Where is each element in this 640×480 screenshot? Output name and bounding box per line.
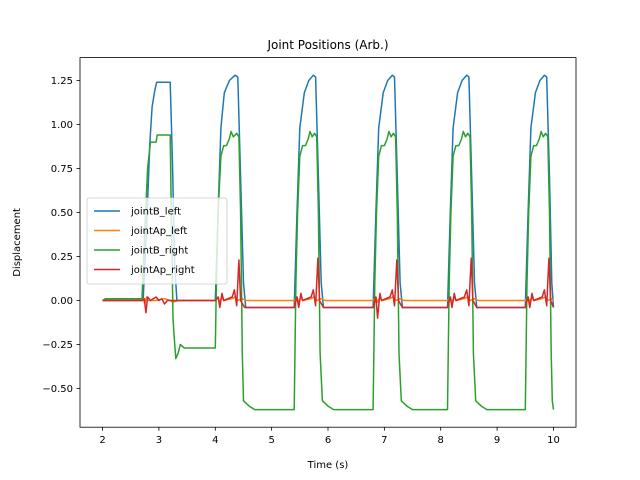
legend-label-jointB_left: jointB_left	[130, 207, 181, 218]
x-tick-label: 9	[494, 435, 500, 446]
x-tick-label: 5	[268, 435, 274, 446]
x-tick-label: 6	[325, 435, 331, 446]
series-line-jointB_right	[102, 130, 555, 411]
legend-label-jointAp_right: jointAp_right	[130, 265, 195, 276]
x-axis: 2 3 4 5 6 7 8 9 10	[99, 427, 560, 446]
y-tick-label: 1.00	[51, 120, 73, 131]
y-axis-label: Displacement	[12, 208, 23, 277]
legend-label-jointB_right: jointB_right	[130, 246, 188, 257]
legend-box	[86, 197, 228, 285]
y-tick-label: −0.25	[42, 340, 73, 351]
legend: jointB_left jointAp_left jointB_rightjoint…	[86, 197, 228, 285]
x-tick-label: 2	[99, 435, 105, 446]
x-axis-label: Time (s)	[307, 460, 349, 471]
x-tick-label: 8	[438, 435, 444, 446]
y-axis: −0.50 −0.25 0.00 0.25 0.50 0.75 1.00 1.25	[42, 76, 80, 395]
y-tick-label: 0.50	[51, 208, 73, 219]
series-line-jointAp_right	[102, 257, 555, 319]
legend-label-jointAp_left: jointAp_left	[130, 226, 187, 237]
x-tick-label: 10	[547, 435, 560, 446]
x-tick-label: 7	[381, 435, 387, 446]
chart-title: Joint Positions (Arb.)	[266, 38, 388, 52]
x-tick-label: 3	[156, 435, 162, 446]
x-tick-label: 4	[212, 435, 218, 446]
y-tick-label: 0.25	[51, 252, 73, 263]
series-layer	[102, 74, 555, 411]
y-tick-label: 0.00	[51, 296, 73, 307]
y-tick-label: 0.75	[51, 164, 73, 175]
y-tick-label: −0.50	[42, 384, 73, 395]
y-tick-label: 1.25	[51, 76, 73, 87]
